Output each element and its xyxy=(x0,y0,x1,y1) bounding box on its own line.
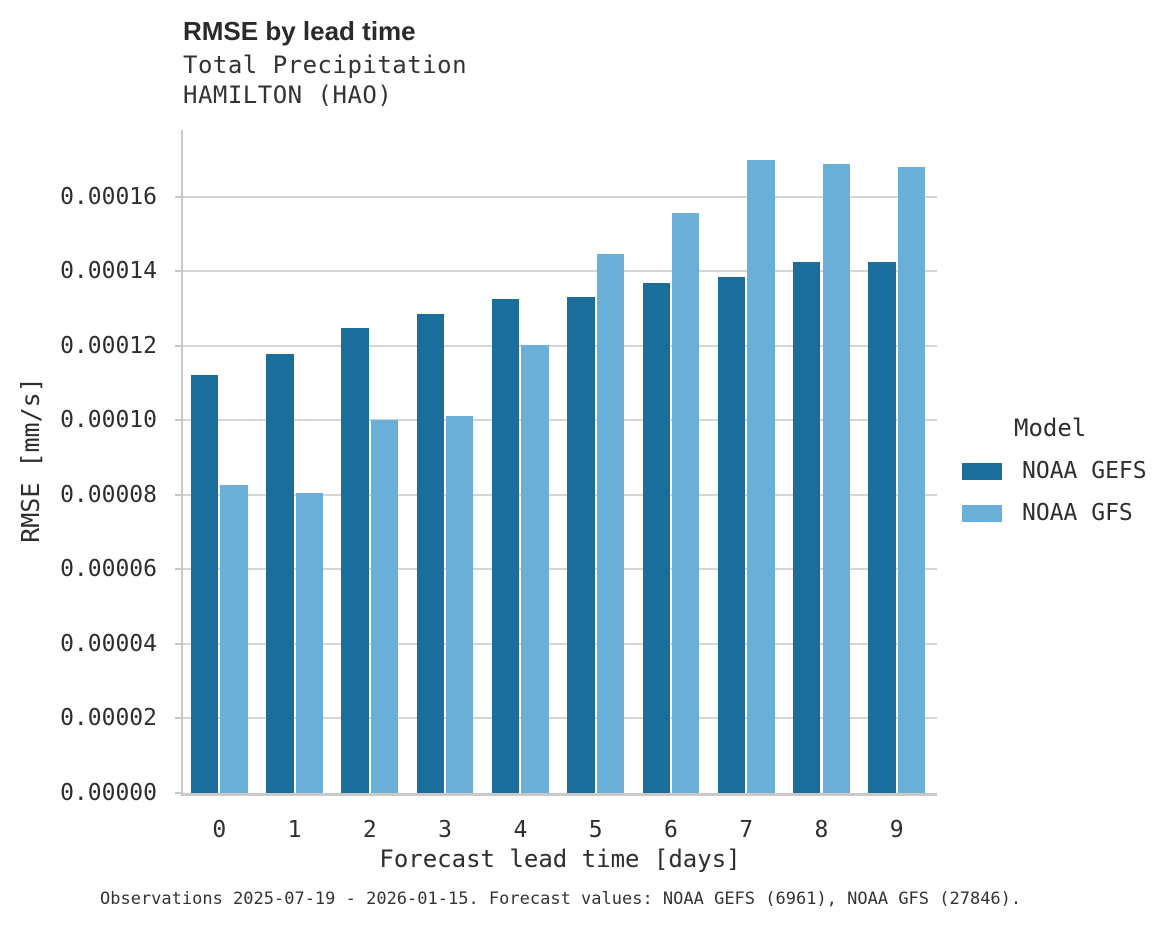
chart-subtitle-variable: Total Precipitation xyxy=(183,51,468,79)
bar-noaa-gfs-lead-3 xyxy=(446,416,474,793)
x-tick-label: 2 xyxy=(362,817,377,843)
bar-noaa-gefs-lead-5 xyxy=(567,297,595,793)
gridline xyxy=(183,493,937,496)
legend-label-noaa-gefs: NOAA GEFS xyxy=(1022,458,1147,484)
x-tick-label: 4 xyxy=(513,817,528,843)
y-tick-label: 0.00012 xyxy=(60,332,157,359)
bar-noaa-gefs-lead-6 xyxy=(642,283,670,793)
plot-area: RMSE [mm/s] Forecast lead time [days] 0.… xyxy=(16,130,937,873)
bar-noaa-gfs-lead-8 xyxy=(822,163,850,793)
bar-noaa-gfs-lead-7 xyxy=(747,160,775,793)
bar-noaa-gefs-lead-9 xyxy=(868,262,896,793)
y-tick-mark xyxy=(175,568,183,571)
x-tick-label: 5 xyxy=(588,817,603,843)
bar-noaa-gefs-lead-4 xyxy=(492,299,520,793)
gridline xyxy=(183,344,937,347)
y-tick-label: 0.00016 xyxy=(60,183,157,210)
x-tick-label: 3 xyxy=(438,817,453,843)
y-tick-label: 0.00014 xyxy=(60,258,157,285)
x-tick-label: 1 xyxy=(287,817,302,843)
bar-noaa-gefs-lead-8 xyxy=(793,262,821,793)
chart-subtitle-station: HAMILTON (HAO) xyxy=(183,81,393,109)
y-tick-label: 0.00008 xyxy=(60,481,157,508)
x-tick-label: 9 xyxy=(889,817,904,843)
x-tick-label: 0 xyxy=(212,817,227,843)
bar-noaa-gfs-lead-1 xyxy=(295,492,323,793)
y-tick-mark xyxy=(175,717,183,720)
y-tick-mark xyxy=(175,270,183,273)
gridline xyxy=(183,717,937,720)
y-tick-label: 0.00002 xyxy=(60,705,157,732)
y-tick-mark xyxy=(175,344,183,347)
gridline xyxy=(183,568,937,571)
x-tick-label: 7 xyxy=(739,817,754,843)
x-tick-label: 6 xyxy=(663,817,678,843)
chart-title: RMSE by lead time xyxy=(183,16,416,46)
bar-noaa-gfs-lead-5 xyxy=(596,253,624,793)
legend-label-noaa-gfs: NOAA GFS xyxy=(1022,500,1133,526)
gridline xyxy=(183,642,937,645)
y-tick-label: 0.00000 xyxy=(60,780,157,806)
y-tick-mark xyxy=(175,642,183,645)
bar-noaa-gefs-lead-3 xyxy=(416,313,445,793)
y-tick-mark xyxy=(175,792,183,794)
bar-noaa-gefs-lead-1 xyxy=(266,353,294,793)
legend-entry-noaa-gefs: NOAA GEFS xyxy=(962,458,1147,484)
gridline xyxy=(183,419,937,422)
x-axis-title: Forecast lead time [days] xyxy=(379,845,741,873)
x-axis-spine xyxy=(180,793,937,796)
bar-noaa-gfs-lead-2 xyxy=(370,420,399,793)
x-tick-label: 8 xyxy=(814,817,829,843)
gridline xyxy=(183,270,937,273)
bar-noaa-gefs-lead-7 xyxy=(717,277,746,793)
bar-noaa-gfs-lead-4 xyxy=(521,344,549,793)
y-tick-label: 0.00010 xyxy=(60,407,157,434)
y-tick-mark xyxy=(175,419,183,422)
bar-noaa-gfs-lead-6 xyxy=(671,212,700,793)
observations-caption: Observations 2025-07-19 - 2026-01-15. Fo… xyxy=(100,889,1022,909)
legend-swatch-noaa-gfs xyxy=(962,504,1002,522)
bar-noaa-gefs-lead-2 xyxy=(341,328,369,793)
y-tick-label: 0.00006 xyxy=(60,556,157,583)
y-tick-label: 0.00004 xyxy=(60,630,157,657)
legend-entry-noaa-gfs: NOAA GFS xyxy=(962,500,1147,526)
bar-noaa-gfs-lead-0 xyxy=(220,485,248,793)
bar-noaa-gefs-lead-0 xyxy=(190,374,219,793)
bar-noaa-gfs-lead-9 xyxy=(897,167,926,793)
gridline xyxy=(183,195,937,198)
legend-title: Model xyxy=(1014,414,1087,442)
y-tick-mark xyxy=(175,195,183,198)
legend-swatch-noaa-gefs xyxy=(962,462,1002,480)
y-axis-spine xyxy=(180,130,183,796)
legend: Model NOAA GEFS NOAA GFS xyxy=(962,414,1147,526)
y-tick-mark xyxy=(175,493,183,496)
